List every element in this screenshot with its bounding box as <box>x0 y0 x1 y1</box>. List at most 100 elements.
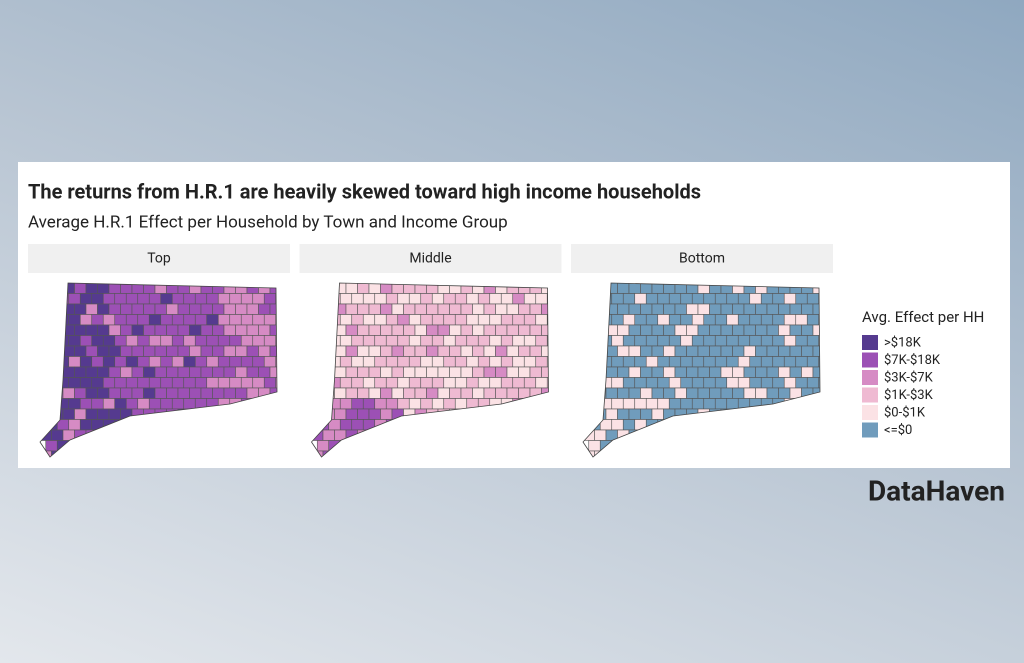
town <box>651 303 664 315</box>
town <box>362 314 376 326</box>
town <box>275 377 277 389</box>
town <box>368 303 381 315</box>
town <box>622 314 636 326</box>
town <box>137 293 150 305</box>
town <box>68 356 81 368</box>
town <box>74 283 87 294</box>
facet-header <box>28 244 290 273</box>
town <box>397 335 410 347</box>
town <box>535 335 548 347</box>
town <box>120 366 133 378</box>
town <box>500 377 514 389</box>
town <box>617 283 630 294</box>
town <box>102 377 116 389</box>
town <box>217 314 231 326</box>
town <box>74 345 87 357</box>
town <box>489 335 502 347</box>
town <box>263 377 277 389</box>
town <box>443 293 456 305</box>
town <box>97 345 110 357</box>
town <box>477 293 491 305</box>
town <box>783 314 797 326</box>
town <box>246 366 259 378</box>
town <box>91 398 104 410</box>
town <box>385 335 399 347</box>
town <box>160 314 173 326</box>
town <box>79 314 93 326</box>
town <box>339 335 353 347</box>
town <box>334 387 347 399</box>
town <box>795 335 808 347</box>
town <box>160 398 173 410</box>
town <box>732 324 745 336</box>
town <box>160 356 173 368</box>
town <box>477 335 491 347</box>
town <box>737 377 751 389</box>
town <box>714 356 728 368</box>
town <box>726 335 739 347</box>
town <box>634 398 647 410</box>
town <box>403 303 416 315</box>
town <box>414 303 427 315</box>
town <box>414 366 427 378</box>
town <box>177 366 190 378</box>
town <box>102 356 116 368</box>
legend-title: Avg. Effect per HH <box>862 308 984 326</box>
town <box>408 398 422 410</box>
town <box>166 345 179 357</box>
town <box>449 345 462 357</box>
town <box>634 293 647 305</box>
town <box>789 303 802 315</box>
town <box>709 303 722 315</box>
town <box>801 303 814 315</box>
town <box>611 398 624 410</box>
town <box>622 335 636 347</box>
town <box>483 303 496 315</box>
town <box>466 293 479 305</box>
town <box>345 387 358 399</box>
town <box>495 345 508 357</box>
town <box>806 377 820 389</box>
town <box>546 377 549 389</box>
legend-label: $0-$1K <box>884 405 926 420</box>
town <box>500 335 514 347</box>
town <box>783 377 797 389</box>
town <box>680 293 693 305</box>
town <box>240 293 254 305</box>
town <box>171 377 185 389</box>
town <box>91 356 104 368</box>
town <box>651 345 664 357</box>
town <box>385 293 399 305</box>
town <box>351 356 364 368</box>
town <box>674 324 687 336</box>
town <box>131 366 144 378</box>
town <box>125 377 139 389</box>
town <box>714 314 728 326</box>
town <box>617 303 630 315</box>
town <box>466 335 479 347</box>
town <box>108 303 121 315</box>
town <box>223 303 236 315</box>
town <box>235 303 248 315</box>
town <box>160 293 173 305</box>
town <box>697 324 710 336</box>
town <box>408 335 422 347</box>
town <box>460 303 473 315</box>
town <box>258 366 271 378</box>
town <box>686 387 699 399</box>
town <box>102 314 116 326</box>
town <box>171 314 185 326</box>
town <box>749 314 762 326</box>
town <box>691 314 705 326</box>
town <box>489 314 502 326</box>
town <box>622 419 636 431</box>
town <box>74 324 87 336</box>
town <box>714 335 728 347</box>
town <box>263 293 277 305</box>
town <box>68 377 81 389</box>
town <box>732 345 745 357</box>
town <box>640 387 653 399</box>
town <box>85 387 98 399</box>
town <box>68 335 81 347</box>
town <box>737 356 751 368</box>
